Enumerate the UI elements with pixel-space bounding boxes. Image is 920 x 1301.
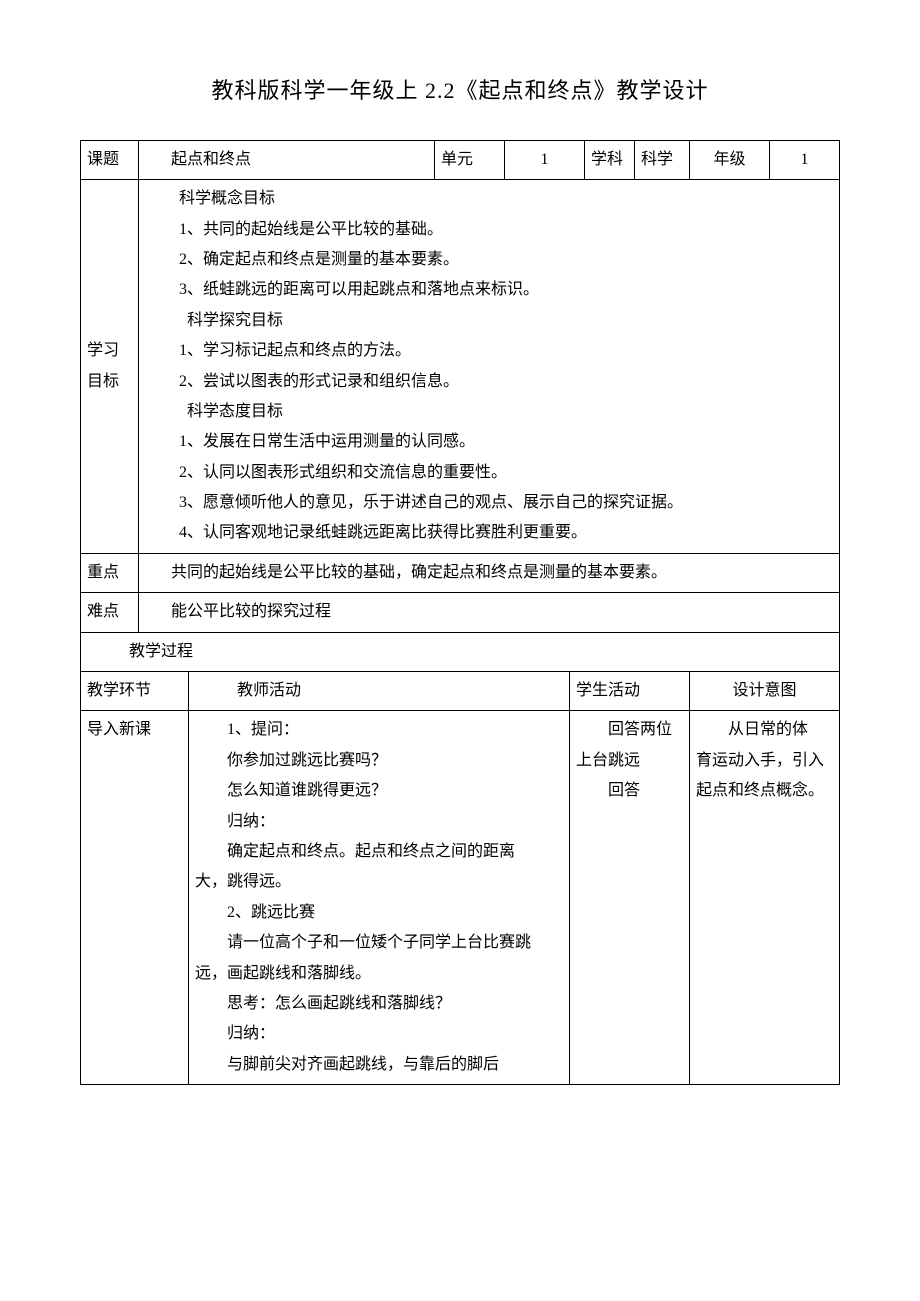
- intro-student: 回答两位 上台跳远 回答: [570, 711, 690, 1085]
- teacher-header: 教师活动: [189, 672, 570, 711]
- nianji-value: 1: [770, 140, 840, 179]
- t-line: 怎么知道谁跳得更远？: [195, 776, 563, 806]
- page-title: 教科版科学一年级上 2.2《起点和终点》教学设计: [80, 70, 840, 112]
- attitude-title: 科学态度目标: [155, 397, 833, 427]
- inquiry-title: 科学探究目标: [155, 306, 833, 336]
- t-line: 与脚前尖对齐画起跳线，与靠后的脚后: [195, 1050, 563, 1080]
- nianji-label: 年级: [690, 140, 770, 179]
- s-line: 回答两位: [576, 715, 683, 745]
- zhongdian-value: 共同的起始线是公平比较的基础，确定起点和终点是测量的基本要素。: [139, 553, 840, 592]
- xueke-label: 学科: [585, 140, 635, 179]
- i-line: 育运动入手，引入: [696, 746, 833, 776]
- danyuan-value: 1: [505, 140, 585, 179]
- t-line: 远，画起跳线和落脚线。: [195, 959, 563, 989]
- concept-1: 1、共同的起始线是公平比较的基础。: [155, 215, 833, 245]
- t-line: 1、提问：: [195, 715, 563, 745]
- inquiry-1: 1、学习标记起点和终点的方法。: [155, 336, 833, 366]
- keti-value: 起点和终点: [139, 140, 435, 179]
- keti-label: 课题: [81, 140, 139, 179]
- attitude-4: 4、认同客观地记录纸蛙跳远距离比获得比赛胜利更重要。: [155, 518, 833, 548]
- t-line: 归纳：: [195, 807, 563, 837]
- student-header: 学生活动: [570, 672, 690, 711]
- danyuan-label: 单元: [435, 140, 505, 179]
- process-table: 教学环节 教师活动 学生活动 设计意图 导入新课 1、提问： 你参加过跳远比赛吗…: [80, 671, 840, 1085]
- i-line: 从日常的体: [696, 715, 833, 745]
- t-line: 你参加过跳远比赛吗？: [195, 746, 563, 776]
- t-line: 思考：怎么画起跳线和落脚线？: [195, 989, 563, 1019]
- info-row: 课题 起点和终点 单元 1 学科 科学 年级 1: [81, 140, 840, 179]
- nandian-label: 难点: [81, 593, 139, 632]
- attitude-2: 2、认同以图表形式组织和交流信息的重要性。: [155, 458, 833, 488]
- lesson-plan-table: 课题 起点和终点 单元 1 学科 科学 年级 1 学习目标 科学概念目标 1、共…: [80, 140, 840, 672]
- zhongdian-label: 重点: [81, 553, 139, 592]
- intent-header: 设计意图: [690, 672, 840, 711]
- attitude-1: 1、发展在日常生活中运用测量的认同感。: [155, 427, 833, 457]
- goals-label: 学习目标: [81, 180, 139, 554]
- step-header: 教学环节: [81, 672, 189, 711]
- concept-2: 2、确定起点和终点是测量的基本要素。: [155, 245, 833, 275]
- concept-title: 科学概念目标: [155, 184, 833, 214]
- t-line: 请一位高个子和一位矮个子同学上台比赛跳: [195, 928, 563, 958]
- t-line: 确定起点和终点。起点和终点之间的距离: [195, 837, 563, 867]
- intro-step: 导入新课: [81, 711, 189, 1085]
- s-line: 回答: [576, 776, 683, 806]
- process-label: 教学过程: [81, 632, 840, 671]
- t-line: 大，跳得远。: [195, 867, 563, 897]
- i-line: 起点和终点概念。: [696, 776, 833, 806]
- intro-teacher: 1、提问： 你参加过跳远比赛吗？ 怎么知道谁跳得更远？ 归纳： 确定起点和终点。…: [189, 711, 570, 1085]
- t-line: 2、跳远比赛: [195, 898, 563, 928]
- t-line: 归纳：: [195, 1019, 563, 1049]
- goals-cell: 科学概念目标 1、共同的起始线是公平比较的基础。 2、确定起点和终点是测量的基本…: [139, 180, 840, 554]
- attitude-3: 3、愿意倾听他人的意见，乐于讲述自己的观点、展示自己的探究证据。: [155, 488, 833, 518]
- concept-3: 3、纸蛙跳远的距离可以用起跳点和落地点来标识。: [155, 275, 833, 305]
- s-line: 上台跳远: [576, 746, 683, 776]
- xueke-value: 科学: [635, 140, 690, 179]
- inquiry-2: 2、尝试以图表的形式记录和组织信息。: [155, 367, 833, 397]
- intro-intent: 从日常的体 育运动入手，引入 起点和终点概念。: [690, 711, 840, 1085]
- nandian-value: 能公平比较的探究过程: [139, 593, 840, 632]
